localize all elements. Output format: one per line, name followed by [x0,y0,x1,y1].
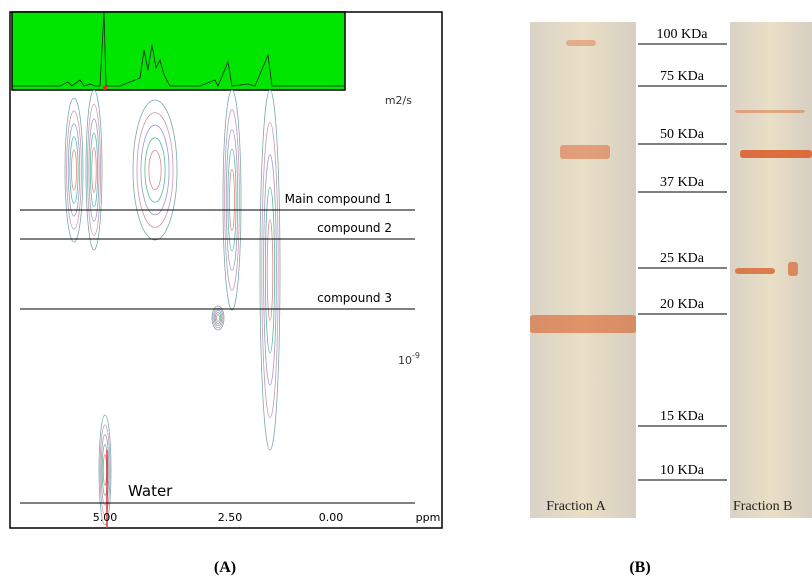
contour [69,136,79,204]
x-axis-unit: ppm [416,511,441,524]
marker-label: 25 KDa [660,251,705,266]
gel-band [735,110,805,113]
marker [103,86,107,90]
contour [224,109,240,291]
gel-band [788,262,798,276]
contour [225,129,239,271]
contour [98,414,112,526]
gel-lane [530,22,636,518]
x-tick-label: 0.00 [319,511,344,524]
gel-band [740,150,812,158]
marker-label: 100 KDa [657,27,709,42]
contour [264,186,275,354]
contour [136,112,174,228]
marker-label: 10 KDa [660,463,705,478]
contour [132,99,178,241]
gel-band [566,40,596,46]
contour [148,149,162,190]
marker-label: 75 KDa [660,69,705,84]
panel-a: m2/s 10-9 Main compound 1 compound 2 compo… [9,11,443,529]
x-tick-label: 2.50 [218,511,243,524]
marker-label: 50 KDa [660,127,705,142]
contour [101,444,109,496]
panel-label: (B) [629,559,650,576]
contour [144,137,166,203]
panel-label: (A) [214,559,236,576]
gel-band [735,268,775,274]
compound-label: Water [128,482,173,500]
contour [215,314,221,322]
gel-band [530,315,636,333]
contour [266,219,274,321]
contour [91,147,97,193]
contour [85,89,103,251]
compound-label: compound 3 [317,291,392,305]
contour [89,132,99,208]
contour [227,148,237,251]
spectrum-trace [12,11,345,87]
contour [87,104,101,236]
contour [222,89,242,311]
contour [71,149,77,191]
contour [214,312,222,324]
contour [213,309,223,327]
lane-label: Fraction A [546,499,606,514]
contour [88,118,100,222]
contour [100,434,110,506]
contour [261,121,279,419]
compound-label: Main compound 1 [285,192,392,206]
panel-b: 100 KDa 75 KDa 50 KDa 37 KDa 25 KDa 20 KDa 15 … [530,22,812,518]
plot-frame [9,11,443,529]
tick-exponent: -9 [412,351,420,360]
projection-spectrum [11,11,346,91]
contour [67,123,81,217]
contour [211,305,225,331]
contour [66,110,82,230]
contour [64,97,84,243]
contour [99,424,111,516]
y-axis-tick: 10-9 [398,351,420,367]
marker-label: 37 KDa [660,175,705,190]
gel-band [560,145,610,159]
y-axis-unit: m2/s [385,94,412,107]
x-tick-label: 5.00 [93,511,118,524]
contour [263,154,277,386]
compound-label: compound 2 [317,221,392,235]
contour [212,307,224,329]
marker-label: 20 KDa [660,297,705,312]
contour [229,168,235,232]
marker-label: 15 KDa [660,409,705,424]
lane-label: Fraction B [733,499,793,514]
contour [259,89,281,451]
tick-base: 10 [398,354,412,367]
contour [140,124,170,216]
